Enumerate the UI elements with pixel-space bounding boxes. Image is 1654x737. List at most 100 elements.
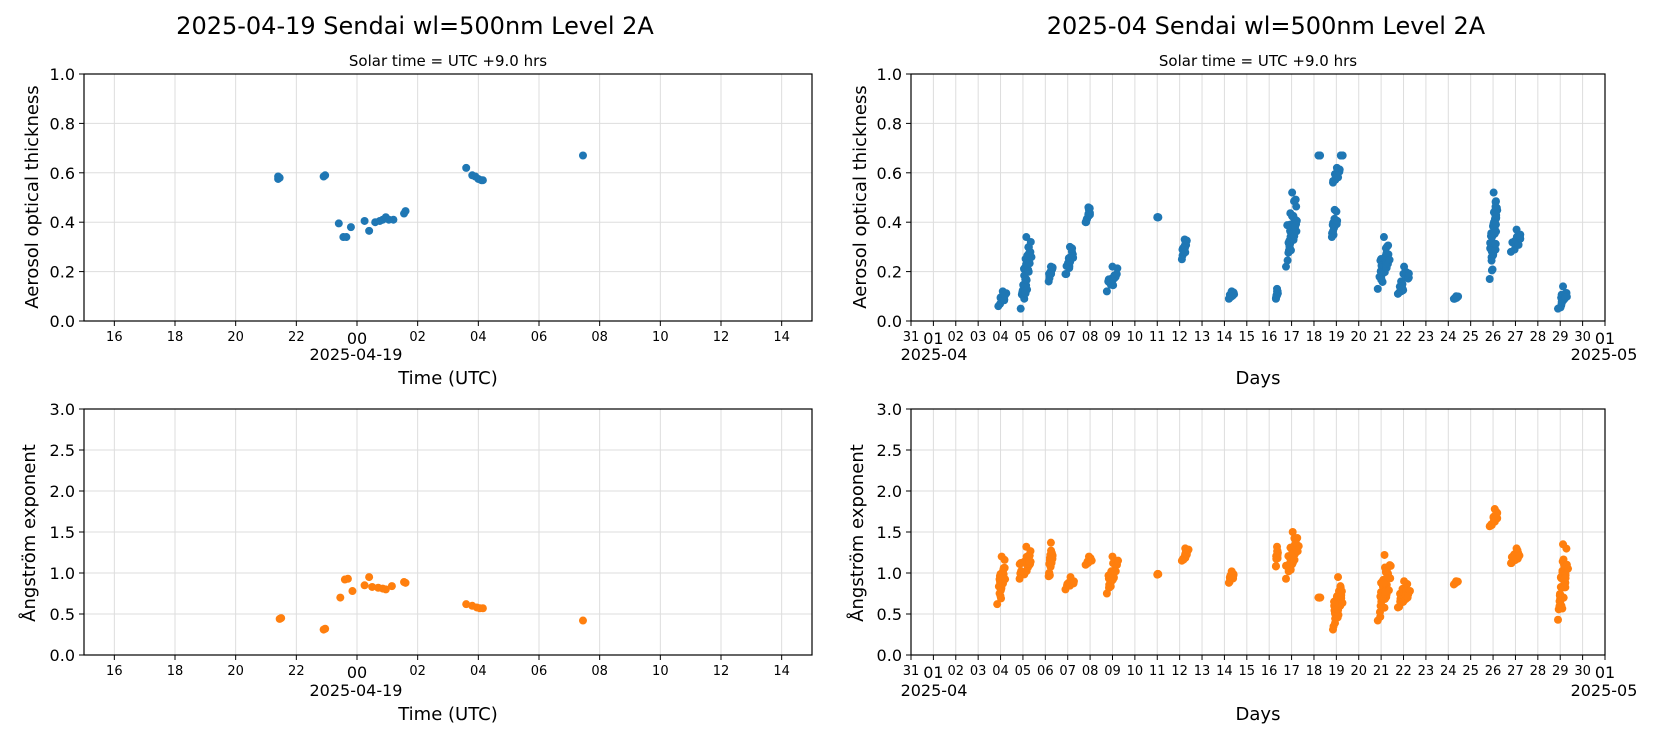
y-tick-label: 1.0 xyxy=(877,65,902,84)
x-tick-label: 14 xyxy=(773,664,790,679)
data-point xyxy=(1383,242,1392,251)
right-top-end-label: 2025-05 xyxy=(1571,345,1638,364)
x-tick-label: 20 xyxy=(1350,664,1367,679)
data-point xyxy=(1315,151,1324,160)
x-tick-label: 27 xyxy=(1507,664,1524,679)
x-tick-label: 07 xyxy=(1059,664,1076,679)
aot-daily-panel: 16 18 20 22 00 02 04 06 08 10 12 14 0.0 0.2 0.4 0.6 0.8 1… xyxy=(50,65,813,348)
data-point xyxy=(346,223,355,232)
data-point xyxy=(1559,282,1568,291)
y-tick-label: 0.0 xyxy=(877,646,902,665)
data-point xyxy=(1061,270,1070,279)
x-tick-label: 07 xyxy=(1059,330,1076,345)
right-bottom-xlabel: Days xyxy=(1236,704,1281,725)
data-point xyxy=(1452,292,1461,301)
data-point xyxy=(1559,540,1568,549)
x-tick-label: 20 xyxy=(1350,330,1367,345)
data-point xyxy=(1022,542,1031,551)
right-bottom-ylabel: Ångström exponent xyxy=(846,444,868,622)
x-tick-label: 04 xyxy=(470,330,487,345)
data-point xyxy=(1561,293,1570,302)
data-point xyxy=(1016,304,1025,313)
data-point xyxy=(348,587,357,596)
y-tick-label: 3.0 xyxy=(877,400,902,419)
data-point xyxy=(462,163,471,172)
x-tick-label: 03 xyxy=(970,330,987,345)
data-point xyxy=(1015,574,1024,583)
data-point xyxy=(368,582,377,591)
data-point xyxy=(1177,556,1186,565)
data-point xyxy=(1382,249,1391,258)
data-point xyxy=(1114,556,1123,565)
x-tick-label: 00 xyxy=(347,663,367,682)
x-tick-label: 14 xyxy=(773,330,790,345)
data-point xyxy=(994,302,1003,311)
data-point xyxy=(1377,275,1386,284)
data-point xyxy=(1022,233,1031,242)
x-tick-label: 18 xyxy=(1306,664,1323,679)
x-tick-label: 15 xyxy=(1239,664,1256,679)
data-point xyxy=(993,600,1002,609)
data-point xyxy=(1153,569,1162,578)
data-point xyxy=(1327,233,1336,242)
angstrom-daily-panel: 16 18 20 22 00 02 04 06 08 10 12 14 0.0 0.5 1.0 1.5 2.0 2… xyxy=(50,400,813,682)
data-point xyxy=(1177,255,1186,264)
y-tick-label: 0.5 xyxy=(50,605,75,624)
right-subtitle: Solar time = UTC +9.0 hrs xyxy=(1159,52,1357,70)
left-top-ylabel: Aerosol optical thickness xyxy=(22,85,43,308)
data-point xyxy=(1491,220,1500,229)
left-bottom-xlabel: Time (UTC) xyxy=(397,704,498,725)
y-tick-label: 1.0 xyxy=(50,65,75,84)
x-tick-label: 08 xyxy=(1082,330,1099,345)
x-tick-label: 04 xyxy=(470,664,487,679)
y-tick-label: 0.2 xyxy=(877,263,902,282)
data-point xyxy=(1337,151,1346,160)
data-point xyxy=(1328,625,1337,634)
data-point xyxy=(1288,528,1297,536)
data-point xyxy=(1516,232,1525,241)
x-tick-label: 12 xyxy=(1171,664,1188,679)
data-point xyxy=(1373,284,1382,293)
x-tick-label: 04 xyxy=(992,330,1009,345)
data-point xyxy=(1553,304,1562,313)
x-tick-label: 16 xyxy=(1261,664,1278,679)
x-tick-label: 02 xyxy=(409,664,426,679)
data-point xyxy=(1553,615,1562,624)
x-tick-label: 18 xyxy=(167,330,184,345)
x-tick-label: 19 xyxy=(1328,664,1345,679)
x-tick-label: 01 xyxy=(923,329,943,348)
x-tick-label: 17 xyxy=(1283,664,1300,679)
data-point xyxy=(1084,552,1093,561)
data-point xyxy=(1485,522,1494,531)
data-point xyxy=(1024,267,1033,276)
x-tick-label: 31 xyxy=(903,664,920,679)
data-point xyxy=(478,604,487,613)
x-tick-label: 19 xyxy=(1328,330,1345,345)
x-tick-label: 26 xyxy=(1485,664,1502,679)
data-point xyxy=(1385,255,1394,264)
x-tick-label: 12 xyxy=(713,330,730,345)
data-point xyxy=(321,624,330,633)
data-point xyxy=(1180,235,1189,244)
data-point xyxy=(1379,578,1388,587)
data-point xyxy=(342,233,351,242)
x-tick-label: 09 xyxy=(1104,664,1121,679)
data-point xyxy=(1492,211,1501,220)
x-tick-label: 11 xyxy=(1149,330,1166,345)
y-tick-label: 1.5 xyxy=(50,523,75,542)
data-point xyxy=(401,578,410,587)
data-point xyxy=(401,207,410,216)
x-tick-label: 06 xyxy=(531,330,548,345)
y-tick-label: 2.0 xyxy=(50,482,75,501)
data-point xyxy=(1380,550,1389,559)
data-point xyxy=(1181,544,1190,553)
x-tick-label: 13 xyxy=(1194,664,1211,679)
x-tick-label: 12 xyxy=(713,664,730,679)
x-tick-label: 16 xyxy=(106,330,123,345)
data-point xyxy=(1380,603,1389,612)
x-tick-label: 14 xyxy=(1216,330,1233,345)
x-tick-label: 03 xyxy=(970,664,987,679)
data-point xyxy=(1506,559,1515,568)
data-point xyxy=(1046,262,1055,271)
data-point xyxy=(1227,287,1236,296)
